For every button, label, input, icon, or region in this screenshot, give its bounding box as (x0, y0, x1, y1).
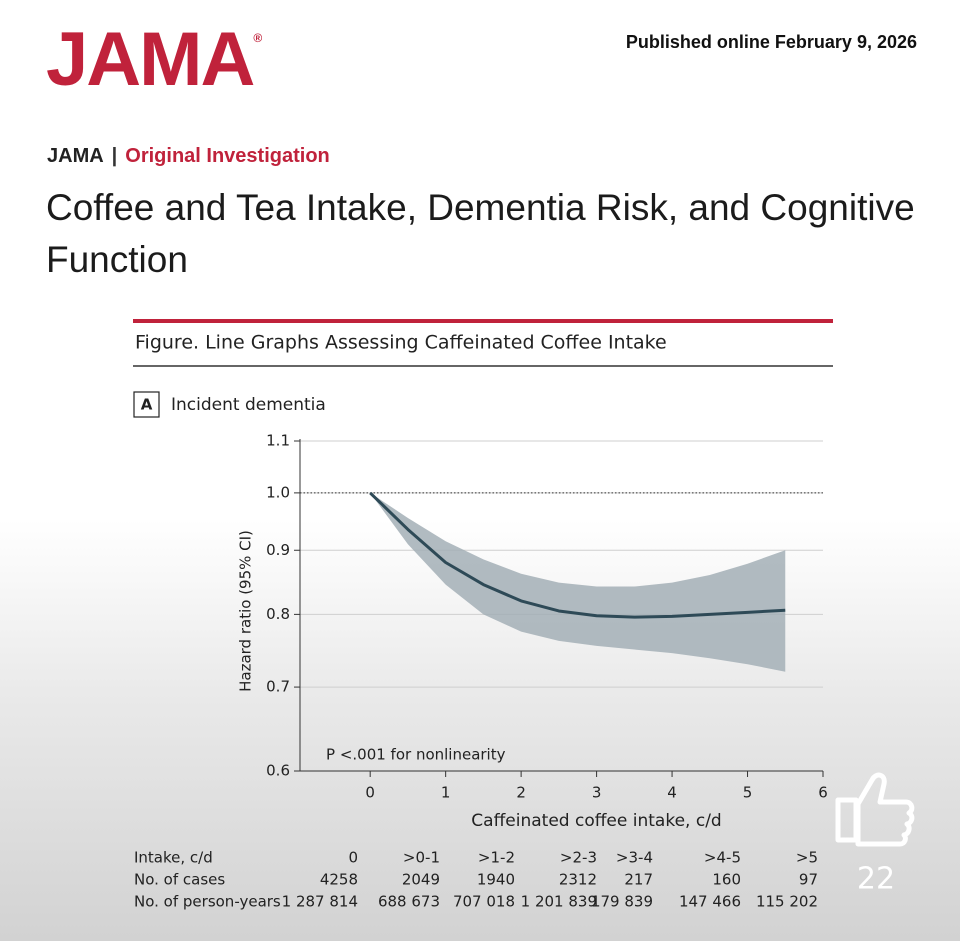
y-tick-label: 0.6 (266, 762, 290, 780)
table-cell: 1 287 814 (282, 893, 358, 911)
x-tick-label: 1 (441, 784, 451, 802)
y-tick-label: 1.0 (266, 483, 290, 501)
table-cell: 688 673 (378, 893, 440, 911)
table-cell: 147 466 (679, 893, 741, 911)
row-label: Intake, c/d (134, 849, 213, 867)
kicker: JAMA | Original Investigation (47, 145, 330, 168)
table-cell: >2-3 (560, 849, 597, 867)
y-tick-label: 0.8 (266, 605, 290, 623)
x-tick-label: 6 (818, 784, 828, 802)
like-button[interactable]: 22 (835, 772, 915, 897)
table-cell: >1-2 (478, 849, 515, 867)
table-cell: 217 (624, 871, 653, 889)
table-cell: 0 (348, 849, 358, 867)
logo-mark: ® (253, 31, 263, 45)
table-cell: 160 (712, 871, 741, 889)
table-cell: >5 (796, 849, 818, 867)
table-cell: >0-1 (403, 849, 440, 867)
journal: JAMA (47, 145, 104, 167)
table-cell: >3-4 (616, 849, 653, 867)
y-tick-label: 1.1 (266, 432, 290, 450)
table-cell: 1 201 839 (521, 893, 597, 911)
table-cell: 179 839 (591, 893, 653, 911)
panel-title: Incident dementia (171, 395, 326, 415)
table-cell: 2312 (559, 871, 597, 889)
table-cell: 2049 (402, 871, 440, 889)
table-cell: 115 202 (756, 893, 818, 911)
y-tick-label: 0.7 (266, 678, 290, 696)
annotation: P <.001 for nonlinearity (326, 746, 506, 764)
panel-label: A (141, 396, 153, 414)
published-date: Published online February 9, 2026 (625, 32, 917, 52)
row-label: No. of cases (134, 871, 225, 889)
ci-band (370, 492, 786, 672)
separator: | (111, 145, 118, 167)
table-cell: >4-5 (704, 849, 741, 867)
table: Intake, c/d 0 >0-1 >1-2 >2-3 >3-4 >4-5 >5 No. of… (134, 849, 818, 911)
table-cell: 4258 (320, 871, 358, 889)
x-tick-label: 3 (592, 784, 602, 802)
logo-text: JAMA (46, 17, 255, 102)
table-cell: 707 018 (453, 893, 515, 911)
section: Original Investigation (125, 145, 330, 167)
x-tick-label: 0 (365, 784, 375, 802)
y-axis-label: Hazard ratio (95% CI) (237, 530, 255, 692)
estimate-line (369, 491, 786, 619)
like-count[interactable]: 22 (857, 862, 895, 897)
table-cell: 97 (799, 871, 818, 889)
row-label: No. of person-years (134, 893, 281, 911)
x-tick-label: 5 (743, 784, 753, 802)
x-tick-label: 2 (516, 784, 526, 802)
plot: 0.6 0.7 0.8 0.9 1.0 1.1 0 1 2 3 4 5 6 Caffeinated cof… (237, 432, 828, 832)
like-icon[interactable] (835, 772, 915, 847)
x-axis-label: Caffeinated coffee intake, c/d (471, 811, 721, 831)
y-tick-label: 0.9 (266, 541, 290, 559)
table-cell: 1940 (477, 871, 515, 889)
panel-box (133, 391, 160, 418)
figure-title: Figure. Line Graphs Assessing Caffeinate… (135, 332, 667, 354)
article-title: Coffee and Tea Intake, Dementia Risk, an… (46, 187, 915, 280)
x-tick-label: 4 (667, 784, 677, 802)
logo: JAMA® (46, 22, 262, 98)
